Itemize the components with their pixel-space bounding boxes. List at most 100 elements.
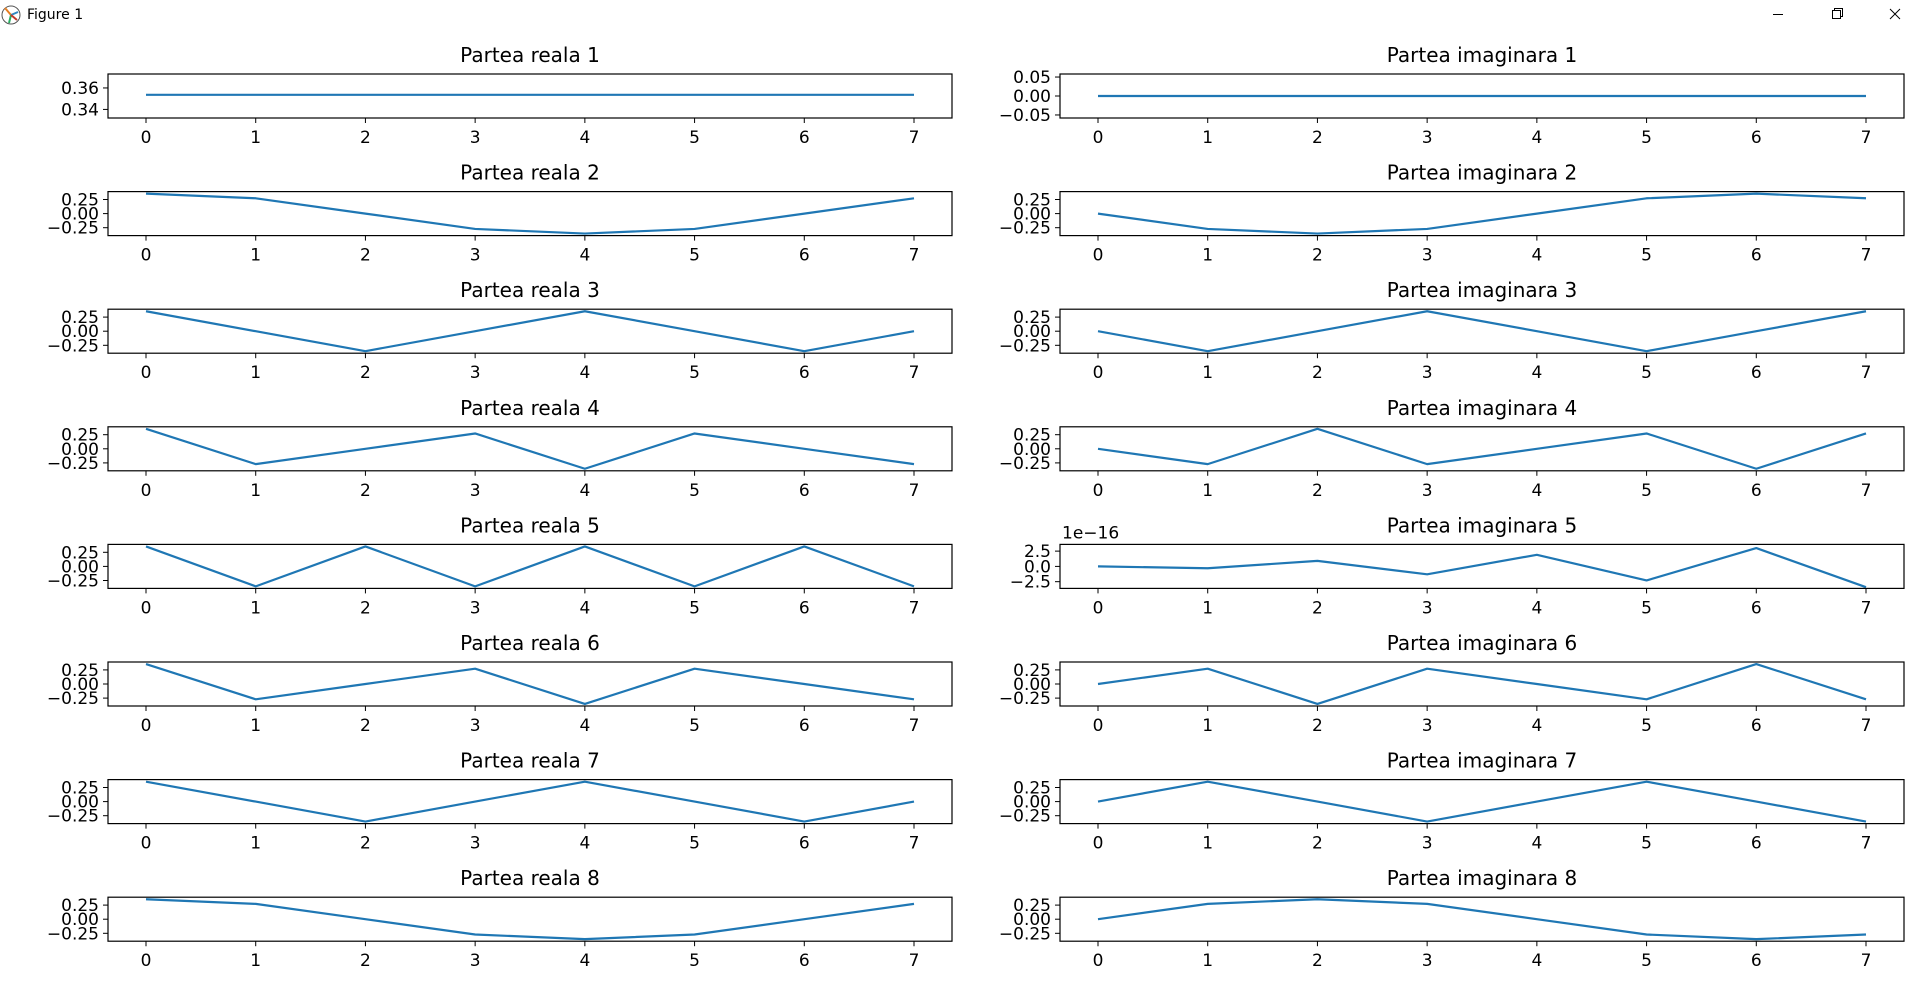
- x-tick-label: 2: [1312, 363, 1323, 383]
- subplot-8: Partea imaginara 4 0 1 2 3 4 5 6 7 −0.250.000.25: [999, 396, 1905, 501]
- x-tick-label: 4: [579, 951, 590, 971]
- x-tick-label: 5: [689, 128, 700, 148]
- subplot-title: Partea reala 4: [460, 396, 600, 420]
- x-tick-label: 3: [470, 951, 481, 971]
- x-tick-label: 0: [141, 481, 152, 501]
- x-tick-label: 5: [1641, 481, 1652, 501]
- subplot-4: Partea imaginara 2 0 1 2 3 4 5 6 7 −0.250.000.25: [999, 161, 1905, 266]
- subplot-title: Partea imaginara 6: [1387, 631, 1577, 655]
- y-tick-label: 0.25: [1013, 661, 1051, 681]
- series-line: [145, 545, 915, 588]
- x-tick-label: 3: [1422, 481, 1433, 501]
- x-tick-label: 1: [1202, 716, 1213, 736]
- x-tick-label: 7: [1861, 951, 1872, 971]
- x-tick-label: 7: [1861, 598, 1872, 618]
- subplot-2: Partea imaginara 1 0 1 2 3 4 5 6 7 −0.050.000.05: [999, 43, 1905, 148]
- x-tick-label: 4: [579, 598, 590, 618]
- subplot-7: Partea reala 4 0 1 2 3 4 5 6 7 −0.250.000.25: [47, 396, 953, 501]
- y-tick-label: 0.25: [1013, 190, 1051, 210]
- x-tick-label: 0: [1093, 716, 1104, 736]
- x-tick-label: 5: [689, 481, 700, 501]
- x-tick-label: 6: [799, 363, 810, 383]
- x-tick-label: 3: [470, 598, 481, 618]
- y-tick-label: 0.00: [61, 205, 99, 225]
- x-tick-label: 1: [1202, 598, 1213, 618]
- y-tick-label: −0.05: [999, 106, 1051, 126]
- x-tick-label: 3: [1422, 246, 1433, 266]
- subplot-title: Partea imaginara 4: [1387, 396, 1577, 420]
- x-tick-label: 7: [1861, 363, 1872, 383]
- x-tick-label: 6: [799, 598, 810, 618]
- subplot-12: Partea imaginara 6 0 1 2 3 4 5 6 7 −0.250.000.25: [999, 631, 1905, 736]
- x-tick-label: 7: [909, 598, 920, 618]
- x-tick-label: 5: [1641, 951, 1652, 971]
- x-tick-label: 7: [909, 716, 920, 736]
- subplot-14: Partea imaginara 7 0 1 2 3 4 5 6 7 −0.250.000.25: [999, 749, 1905, 854]
- minimize-button[interactable]: [1755, 0, 1801, 30]
- x-tick-label: 2: [1312, 481, 1323, 501]
- x-tick-label: 4: [579, 481, 590, 501]
- x-tick-label: 2: [1312, 716, 1323, 736]
- series-line: [1097, 662, 1867, 706]
- subplot-title: Partea imaginara 8: [1387, 866, 1577, 890]
- series-line: [1097, 427, 1867, 470]
- x-tick-label: 2: [360, 246, 371, 266]
- x-tick-label: 7: [1861, 246, 1872, 266]
- y-tick-label: 0.25: [61, 661, 99, 681]
- x-tick-label: 0: [1093, 951, 1104, 971]
- x-tick-label: 1: [1202, 951, 1213, 971]
- subplot-title: Partea reala 3: [460, 278, 600, 302]
- x-tick-label: 3: [470, 834, 481, 854]
- x-tick-label: 7: [1861, 716, 1872, 736]
- axes-frame: [107, 661, 953, 707]
- y-tick-label: 0.00: [1013, 322, 1051, 342]
- subplot-title: Partea reala 7: [460, 749, 600, 773]
- close-button[interactable]: [1872, 0, 1918, 30]
- window-titlebar: Figure 1: [0, 0, 1920, 30]
- x-tick-label: 2: [360, 128, 371, 148]
- x-tick-label: 1: [250, 481, 261, 501]
- x-tick-label: 4: [1531, 951, 1542, 971]
- series-line: [145, 780, 915, 823]
- x-tick-label: 1: [1202, 363, 1213, 383]
- y-tick-label: 0.00: [1013, 440, 1051, 460]
- series-line: [145, 192, 915, 235]
- subplot-title: Partea imaginara 5: [1387, 513, 1577, 537]
- axes-frame: [1059, 661, 1905, 707]
- x-tick-label: 2: [360, 951, 371, 971]
- subplot-title: Partea imaginara 7: [1387, 749, 1577, 773]
- x-tick-label: 1: [1202, 246, 1213, 266]
- x-tick-label: 0: [141, 951, 152, 971]
- x-tick-label: 4: [1531, 128, 1542, 148]
- x-tick-label: 6: [799, 128, 810, 148]
- x-tick-label: 6: [1751, 128, 1762, 148]
- x-tick-label: 6: [1751, 716, 1762, 736]
- subplot-title: Partea imaginara 2: [1387, 161, 1577, 185]
- x-tick-label: 1: [1202, 481, 1213, 501]
- restore-button[interactable]: [1814, 0, 1860, 30]
- x-tick-label: 6: [1751, 598, 1762, 618]
- subplot-11: Partea reala 6 0 1 2 3 4 5 6 7 −0.250.000.25: [47, 631, 953, 736]
- x-tick-label: 1: [250, 716, 261, 736]
- y-tick-label: 0.25: [61, 308, 99, 328]
- y-tick-label: −0.25: [999, 219, 1051, 239]
- x-tick-label: 5: [689, 951, 700, 971]
- y-tick-label: −0.25: [47, 807, 99, 827]
- y-tick-label: −0.25: [999, 807, 1051, 827]
- axes-frame: [1059, 191, 1905, 237]
- y-tick-label: −0.25: [47, 454, 99, 474]
- y-tick-label: 0.0: [1024, 557, 1051, 577]
- subplot-title: Partea imaginara 3: [1387, 278, 1577, 302]
- subplot-title: Partea reala 5: [460, 513, 600, 537]
- subplot-title: Partea imaginara 1: [1387, 43, 1577, 67]
- x-tick-label: 6: [799, 246, 810, 266]
- y-tick-label: 0.25: [61, 778, 99, 798]
- x-tick-label: 3: [1422, 951, 1433, 971]
- x-tick-label: 2: [360, 481, 371, 501]
- y-tick-label: 0.00: [1013, 87, 1051, 107]
- axes-frame: [1059, 543, 1905, 590]
- series-line: [145, 310, 915, 353]
- x-tick-label: 5: [689, 834, 700, 854]
- x-tick-label: 3: [470, 246, 481, 266]
- x-tick-label: 0: [1093, 834, 1104, 854]
